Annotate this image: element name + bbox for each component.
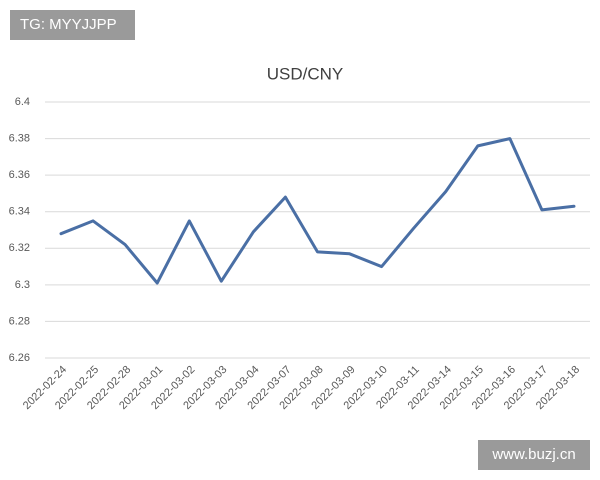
- watermark-box: [478, 440, 590, 470]
- y-tick-label: 6.28: [9, 315, 30, 327]
- watermark: www.buzj.cn: [491, 446, 575, 463]
- y-tick-label: 6.32: [9, 242, 30, 254]
- line: [59, 137, 576, 285]
- y-tick-label: 6.26: [9, 352, 30, 364]
- y-tick-label: 6.3: [15, 279, 30, 291]
- watermark-box: [10, 10, 135, 40]
- y-tick-label: 6.38: [9, 132, 30, 144]
- y-tick-label: 6.36: [9, 169, 30, 181]
- chart-title: USD/CNY: [267, 64, 344, 83]
- y-tick-label: 6.4: [15, 96, 30, 108]
- watermark: TG: MYYJJPP: [20, 16, 117, 33]
- y-tick-label: 6.34: [9, 206, 30, 218]
